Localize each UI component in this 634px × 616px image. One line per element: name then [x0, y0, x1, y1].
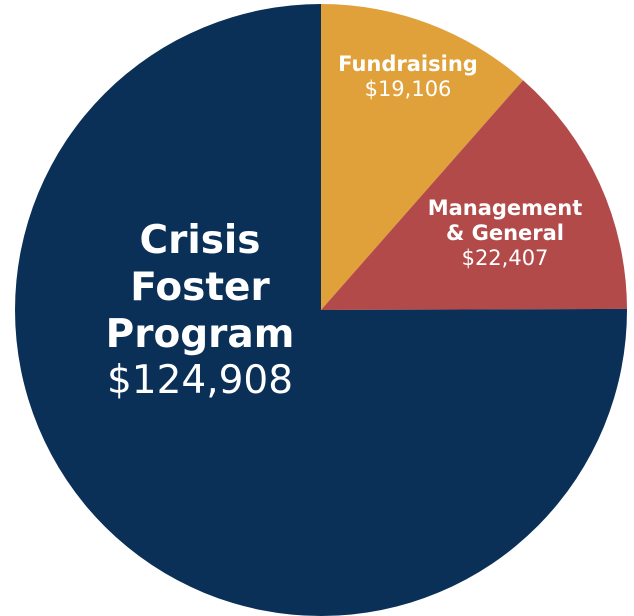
value-label: $19,106 [364, 77, 452, 102]
slice-label: Crisis Foster Program $124,908 [90, 218, 310, 405]
slice-label: Management & General $22,407 [418, 196, 593, 272]
category-label: Fundraising [338, 52, 478, 76]
category-label: Crisis Foster Program [105, 218, 295, 357]
category-label: Management & General [427, 196, 583, 246]
pie-slice [321, 4, 524, 310]
value-label: $22,407 [461, 246, 549, 271]
value-label: $124,908 [106, 358, 294, 404]
pie-slice [15, 4, 628, 616]
pie-slice [321, 80, 627, 310]
slice-label: Fundraising $19,106 [308, 52, 508, 102]
